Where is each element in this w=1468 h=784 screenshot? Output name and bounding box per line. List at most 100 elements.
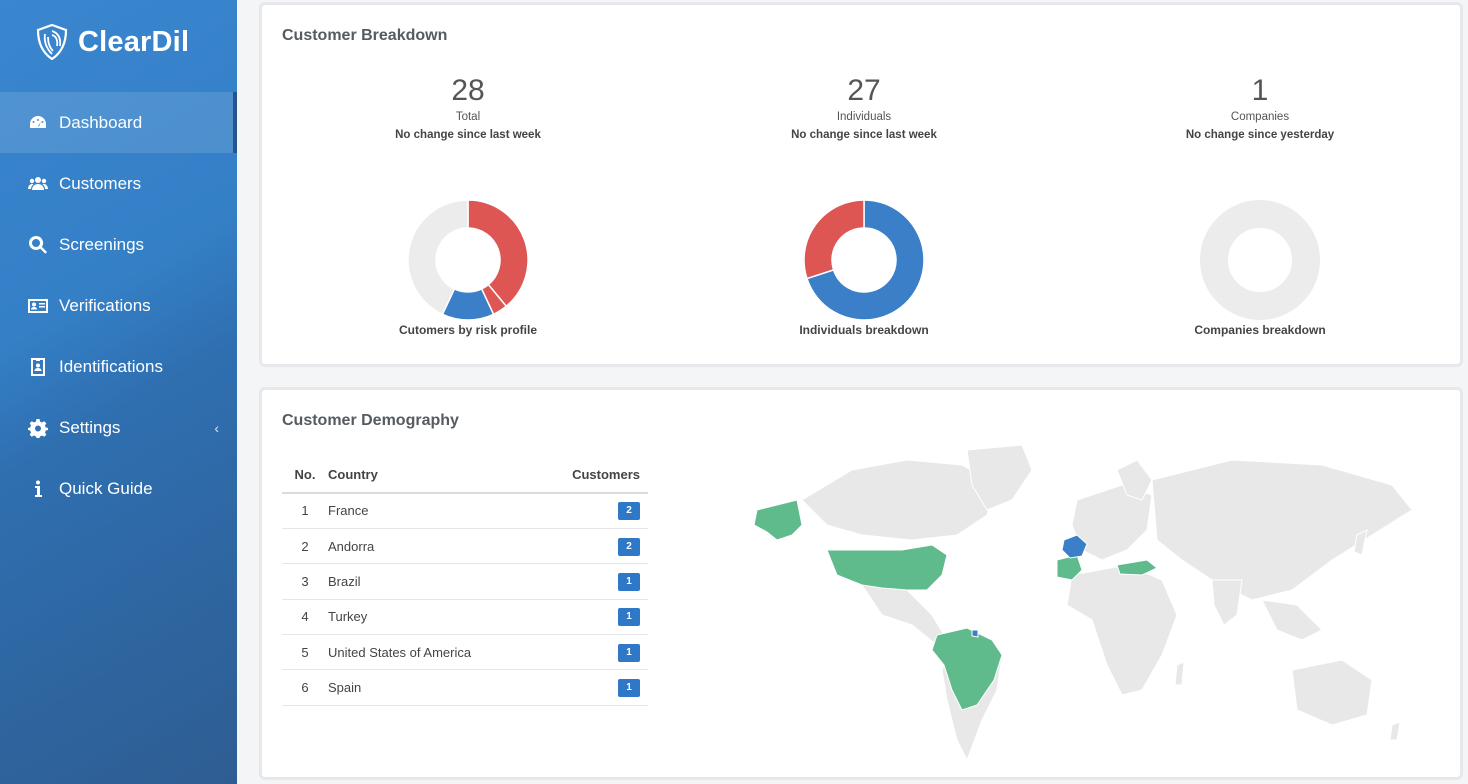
sidebar-item-identifications[interactable]: Identifications: [0, 336, 237, 397]
sidebar-item-customers[interactable]: Customers: [0, 153, 237, 214]
id-card-icon: [27, 295, 49, 317]
map-region-southeast-asia: [1261, 599, 1323, 641]
donut-slice[interactable]: [1200, 200, 1320, 320]
map-region-french-guiana: [971, 629, 979, 638]
column-header-no[interactable]: No.: [282, 457, 328, 494]
map-region-mexico: [860, 584, 948, 646]
map-region-madagascar: [1174, 661, 1185, 686]
users-icon: [27, 173, 49, 195]
chart-caption: Companies breakdown: [1194, 323, 1326, 337]
donut-slice[interactable]: [407, 199, 469, 316]
stat-change: No change since yesterday: [1185, 129, 1335, 141]
table-row[interactable]: 6 Spain 1: [282, 669, 648, 706]
row-number: 5: [282, 634, 328, 671]
row-country: Andorra: [328, 528, 538, 565]
sidebar-item-settings[interactable]: Settings ‹: [0, 397, 237, 458]
stat-value: 1: [1251, 74, 1269, 107]
stat-label: Individuals: [836, 111, 892, 123]
panel-title: Customer Breakdown: [282, 27, 448, 44]
risk-profile-donut-chart[interactable]: [406, 198, 530, 322]
row-country: Brazil: [328, 563, 538, 600]
customer-count-badge: 2: [618, 537, 640, 556]
stat-total: 28 Total No change since last week: [318, 74, 618, 142]
map-region-greenland: [966, 444, 1033, 511]
customer-count-badge: 1: [618, 679, 640, 698]
row-country: Turkey: [328, 599, 538, 636]
sidebar-item-label: Settings: [59, 417, 121, 437]
column-header-country[interactable]: Country: [328, 457, 538, 494]
dashboard-icon: [27, 112, 49, 134]
map-region-canada: [801, 459, 998, 541]
chevron-left-icon[interactable]: ‹: [214, 419, 219, 436]
sidebar-item-label: Identifications: [59, 356, 163, 376]
map-region-alaska: [753, 499, 803, 541]
sidebar-item-label: Customers: [59, 173, 142, 193]
search-icon: [27, 234, 49, 256]
donut-slice[interactable]: [803, 199, 865, 280]
donut-slice[interactable]: [805, 199, 925, 321]
chart-caption: Individuals breakdown: [799, 323, 929, 337]
sidebar-item-verifications[interactable]: Verifications: [0, 275, 237, 336]
stat-change: No change since last week: [791, 129, 937, 141]
map-region-turkey: [1116, 559, 1158, 576]
map-region-india: [1211, 579, 1243, 626]
chart-caption: Cutomers by risk profile: [398, 323, 538, 337]
sidebar-item-quick-guide[interactable]: Quick Guide: [0, 458, 237, 519]
sidebar-item-dashboard[interactable]: Dashboard: [0, 92, 237, 153]
table-row[interactable]: 5 United States of America 1: [282, 634, 648, 671]
brand[interactable]: ClearDil: [36, 24, 189, 60]
panel-title: Customer Demography: [282, 412, 459, 429]
stat-companies: 1 Companies No change since yesterday: [1110, 74, 1410, 142]
map-region-australia: [1291, 659, 1373, 726]
map-highlighted-countries: [753, 499, 1158, 711]
sidebar-item-label: Dashboard: [59, 112, 143, 132]
row-country: United States of America: [328, 634, 538, 671]
customer-count-badge: 1: [618, 572, 640, 591]
row-number: 4: [282, 599, 328, 636]
stat-change: No change since last week: [395, 129, 541, 141]
map-region-france: [1061, 534, 1088, 559]
sidebar: ClearDil Dashboard Customers Screenings …: [0, 0, 237, 784]
companies-donut-chart[interactable]: [1198, 198, 1322, 322]
sidebar-item-label: Screenings: [59, 234, 145, 254]
brand-name: ClearDil: [78, 25, 190, 58]
row-number: 3: [282, 563, 328, 600]
map-region-asia: [1151, 459, 1413, 601]
shield-logo-icon: [36, 24, 68, 60]
table-row[interactable]: 1 France 2: [282, 493, 648, 529]
map-region-brazil: [931, 627, 1003, 711]
world-map[interactable]: [732, 440, 1432, 780]
table-header-row: No. Country Customers: [282, 457, 648, 494]
stat-value: 28: [451, 74, 485, 107]
customer-breakdown-panel: Customer Breakdown 28 Total No change si…: [259, 2, 1463, 367]
customer-demography-panel: Customer Demography No. Country Customer…: [259, 387, 1463, 780]
gear-icon: [27, 417, 49, 439]
map-region-usa: [826, 544, 948, 591]
customer-count-badge: 1: [618, 643, 640, 662]
info-icon: [27, 478, 49, 500]
country-table: No. Country Customers 1 France 2 2 Andor…: [282, 457, 648, 706]
sidebar-nav: Dashboard Customers Screenings Verificat…: [0, 92, 237, 519]
table-row[interactable]: 2 Andorra 2: [282, 528, 648, 565]
column-header-customers[interactable]: Customers: [537, 457, 648, 494]
stat-individuals: 27 Individuals No change since last week: [714, 74, 1014, 142]
sidebar-item-screenings[interactable]: Screenings: [0, 214, 237, 275]
map-region-new-zealand: [1389, 721, 1401, 741]
table-row[interactable]: 3 Brazil 1: [282, 563, 648, 600]
row-country: France: [328, 493, 538, 529]
customer-count-badge: 2: [618, 502, 640, 521]
individuals-donut-chart[interactable]: [802, 198, 926, 322]
stat-label: Companies: [1230, 111, 1290, 123]
map-land: [801, 444, 1413, 762]
donut-slice[interactable]: [467, 199, 529, 308]
row-number: 2: [282, 528, 328, 565]
table-row[interactable]: 4 Turkey 1: [282, 599, 648, 636]
map-region-africa: [1066, 564, 1178, 696]
row-number: 6: [282, 669, 328, 706]
stat-value: 27: [847, 74, 881, 107]
stat-label: Total: [455, 111, 481, 123]
id-badge-icon: [27, 356, 49, 378]
map-region-japan: [1353, 529, 1368, 556]
map-region-scandinavia: [1116, 459, 1153, 501]
row-country: Spain: [328, 669, 538, 706]
